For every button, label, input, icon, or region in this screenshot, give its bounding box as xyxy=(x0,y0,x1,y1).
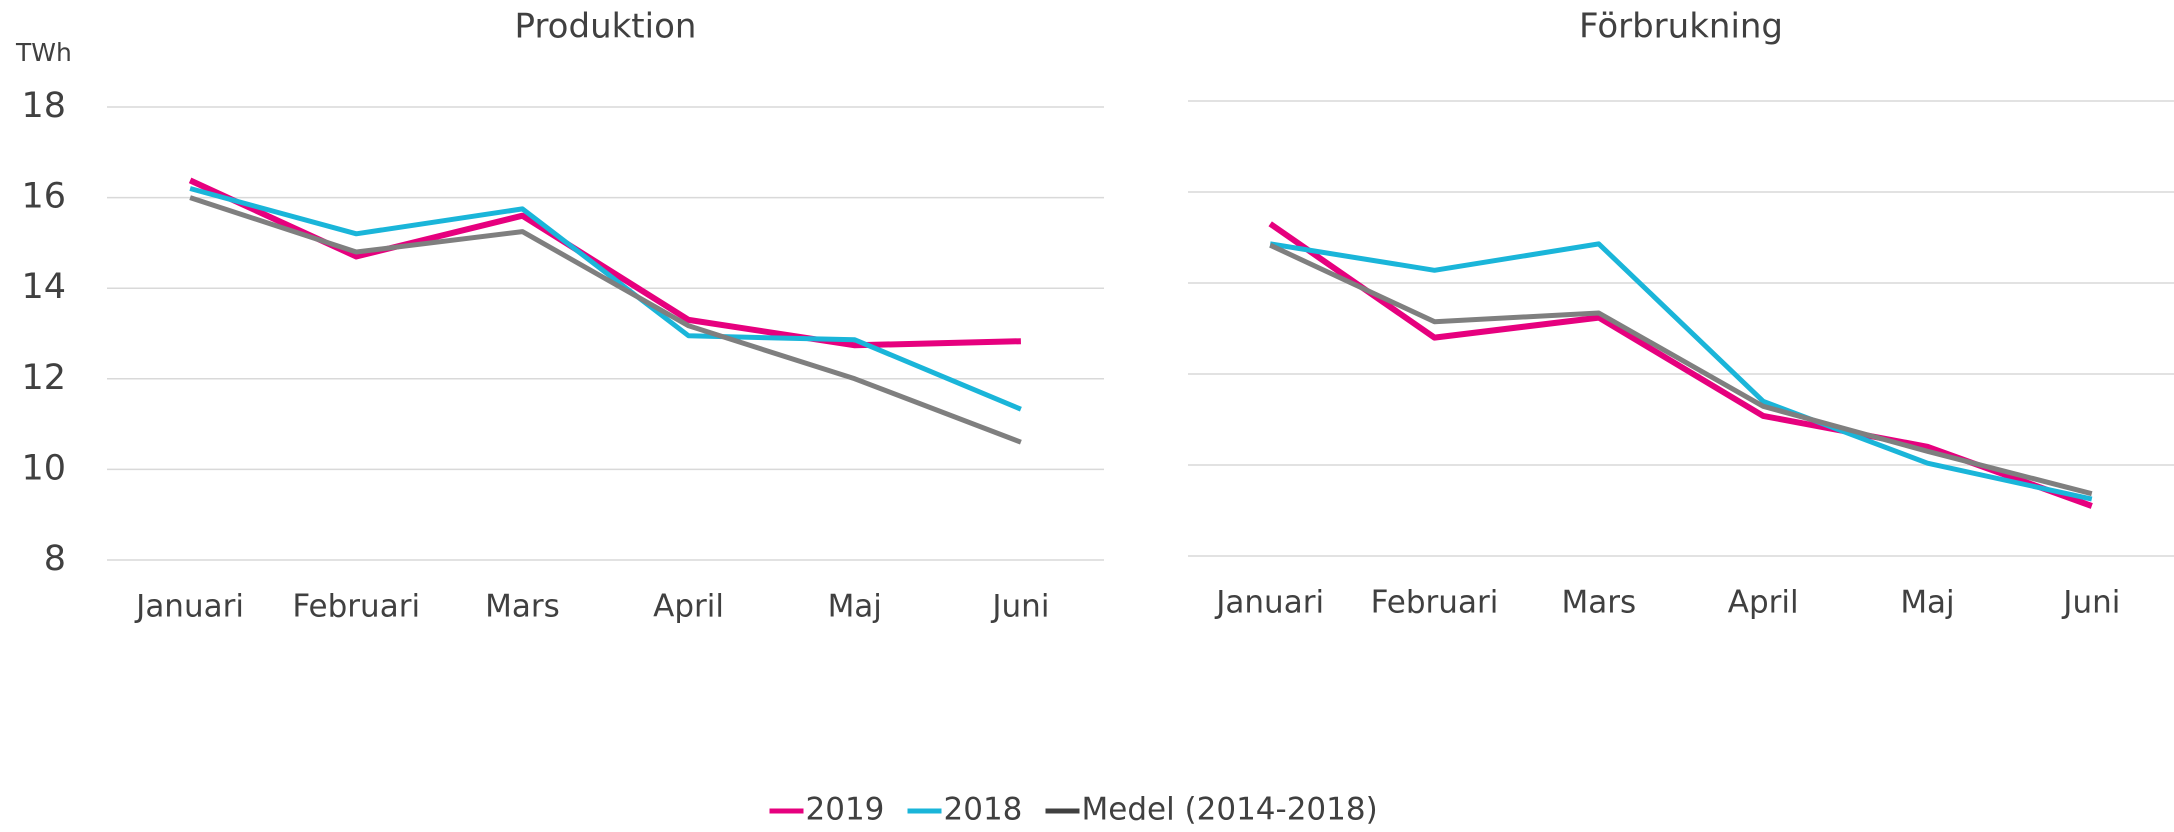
series-line xyxy=(188,177,1021,349)
x-tick-label: April xyxy=(1728,585,1799,621)
x-tick-label: April xyxy=(653,589,724,625)
legend-label: 2019 xyxy=(806,792,885,828)
legend-label: 2018 xyxy=(944,792,1023,828)
x-tick-label: Februari xyxy=(1371,585,1499,621)
x-tick-label: Maj xyxy=(828,589,882,625)
y-tick-label: 14 xyxy=(21,267,66,307)
y-tick-label: 18 xyxy=(21,86,66,126)
y-axis-label: TWh xyxy=(15,38,72,67)
x-tick-label: Januari xyxy=(1214,585,1324,621)
x-tick-label: Mars xyxy=(1562,585,1637,621)
x-tick-label: Januari xyxy=(134,589,244,625)
y-tick-label: 12 xyxy=(21,358,66,398)
series-line xyxy=(1269,242,2093,497)
legend-label: Medel (2014-2018) xyxy=(1082,792,1378,828)
x-tick-label: Juni xyxy=(990,589,1049,625)
series-line xyxy=(1269,241,2093,502)
chart-title: Förbrukning xyxy=(1579,7,1783,47)
chart-title: Produktion xyxy=(515,7,697,47)
series-line xyxy=(189,186,1022,412)
x-tick-label: Mars xyxy=(485,589,560,625)
x-tick-label: Februari xyxy=(292,589,420,625)
y-tick-label: 10 xyxy=(21,448,66,488)
y-tick-label: 16 xyxy=(21,177,66,217)
x-tick-label: Juni xyxy=(2061,585,2120,621)
series-line xyxy=(189,195,1022,445)
y-tick-label: 8 xyxy=(44,539,66,579)
x-tick-label: Maj xyxy=(1900,585,1954,621)
